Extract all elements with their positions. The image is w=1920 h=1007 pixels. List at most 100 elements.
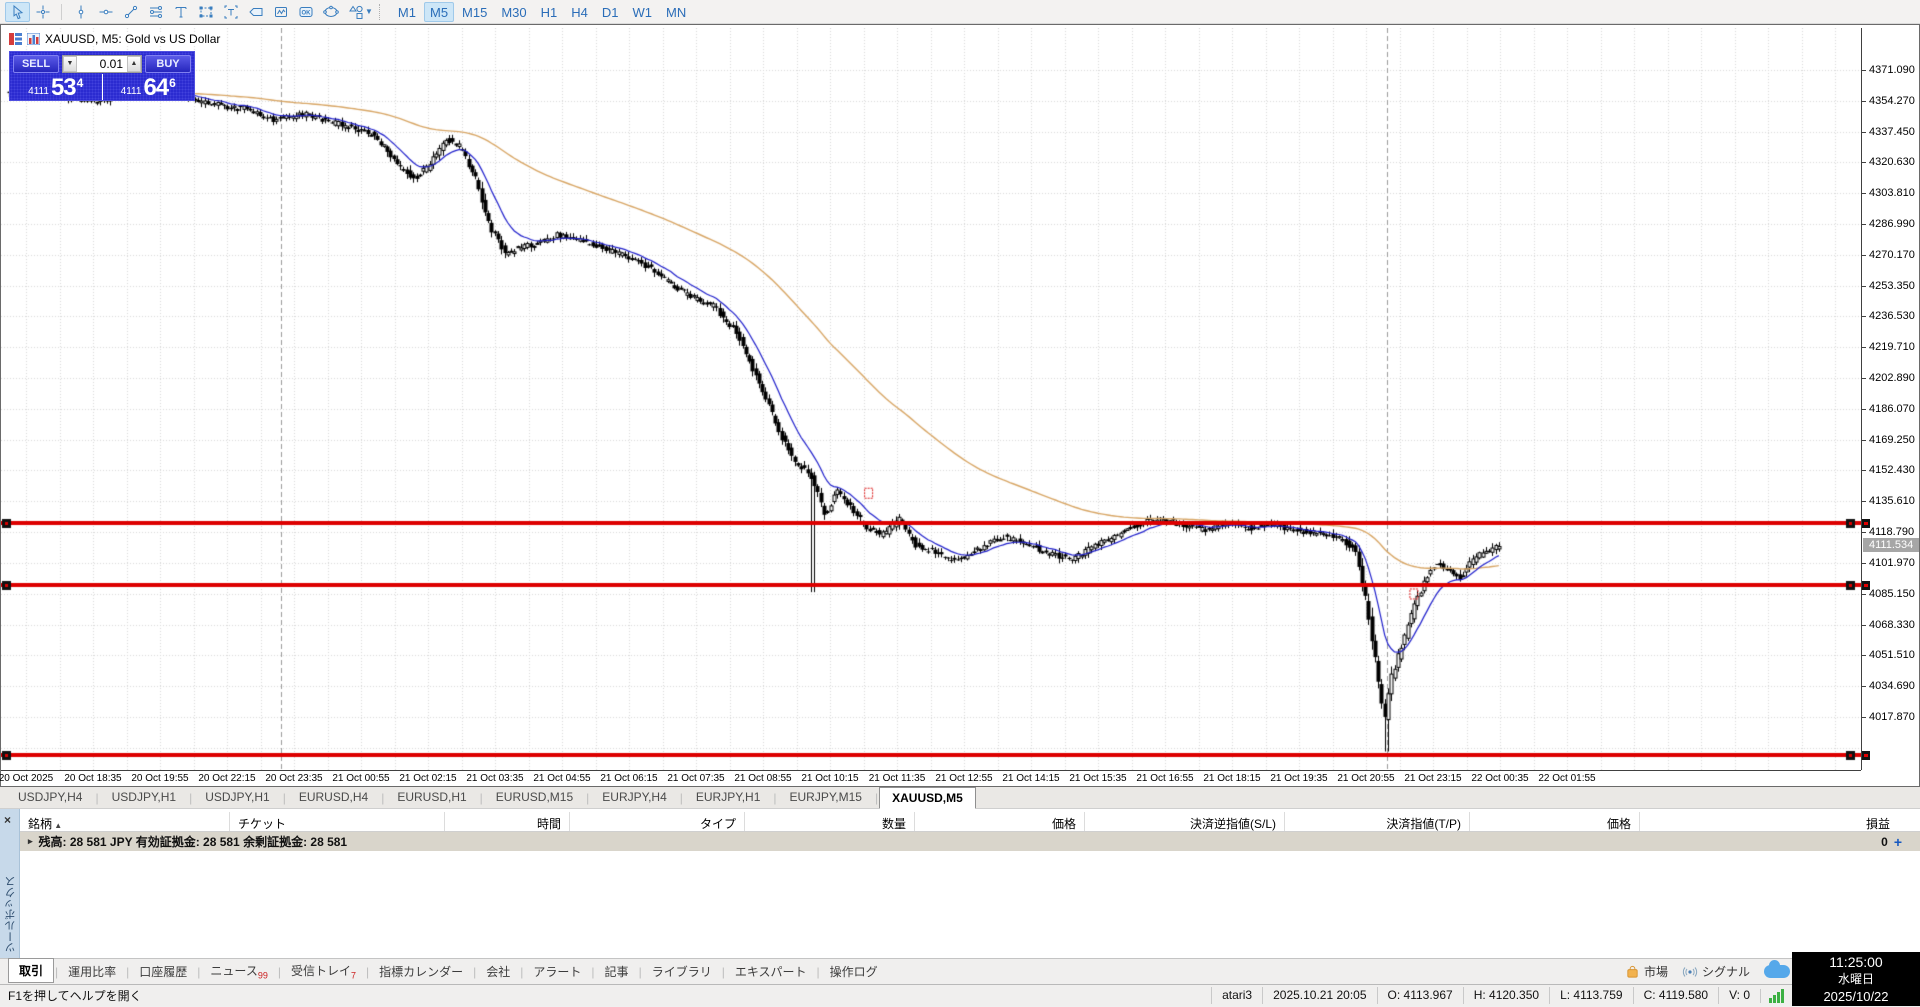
cloud-icon[interactable] (1764, 960, 1790, 978)
chart-tab-2[interactable]: USDJPY,H1 (205, 789, 270, 804)
time-axis-label: 21 Oct 19:35 (1270, 773, 1328, 784)
hline-axis-marker[interactable] (1862, 519, 1870, 529)
text-tool-icon[interactable] (168, 2, 193, 22)
footer-tab-7[interactable]: アラート (533, 965, 582, 979)
timeframe-mn[interactable]: MN (666, 4, 687, 20)
bar-volume: V: 0 (1718, 987, 1760, 1004)
price-axis[interactable]: 4371.090 4354.270 4337.450 4320.630 4303.810… (1861, 28, 1919, 770)
price-tick (1862, 562, 1866, 564)
cursor-tool-icon[interactable] (5, 1, 30, 22)
column-header-3[interactable]: タイプ (570, 812, 745, 831)
footer-tab-9[interactable]: ライブラリ (651, 965, 712, 979)
tab-separator: | (197, 964, 201, 979)
chart-tab-1[interactable]: USDJPY,H1 (111, 789, 177, 804)
chart-tab-9[interactable]: XAUUSD,M5 (879, 786, 976, 809)
timeframe-h1[interactable]: H1 (540, 4, 558, 20)
chart-tab-3[interactable]: EURUSD,H4 (298, 789, 369, 804)
footer-tab-0[interactable]: 取引 (8, 957, 55, 983)
crosshair-tool-icon[interactable] (30, 2, 55, 22)
market-item[interactable]: 市場 (1625, 963, 1668, 980)
footer-tab-4[interactable]: 受信トレイ7 (290, 964, 356, 981)
volume-input[interactable]: 0.01 (99, 56, 123, 71)
footer-tab-10[interactable]: エキスパート (734, 965, 807, 979)
text-label-tool-icon[interactable] (218, 2, 243, 22)
tab-separator: | (189, 790, 193, 805)
balance-row[interactable]: ▸ 残高: 28 581 JPY 有効証拠金: 28 581 余剰証拠金: 28… (20, 832, 1920, 851)
chart-tab-5[interactable]: EURUSD,M15 (495, 789, 574, 804)
footer-tab-1[interactable]: 運用比率 (68, 965, 117, 979)
price-tick (1862, 347, 1866, 349)
chart-tab-4[interactable]: EURUSD,H1 (397, 789, 467, 804)
time-axis[interactable]: 20 Oct 2025 20 Oct 18:35 20 Oct 19:55 20 Oc… (0, 770, 1861, 786)
market-bag-icon (1627, 965, 1638, 978)
column-header-6[interactable]: 決済逆指値(S/L) (1085, 812, 1285, 831)
time-axis-label: 22 Oct 01:55 (1538, 773, 1596, 784)
toolbox-vertical-label[interactable]: ツールボックス (5, 876, 17, 953)
expert-ok-tool-icon[interactable]: OK (293, 2, 318, 22)
trendline-tool-icon[interactable] (118, 2, 143, 22)
column-header-2[interactable]: 時間 (445, 812, 570, 831)
footer-tab-8[interactable]: 記事 (604, 965, 629, 979)
chart-tab-0[interactable]: USDJPY,H4 (18, 789, 83, 804)
chart-tab-8[interactable]: EURJPY,M15 (789, 789, 862, 804)
timeframe-m5[interactable]: M5 (423, 1, 455, 22)
price-axis-label: 4118.790 (1869, 526, 1915, 539)
vertical-line-tool-icon[interactable] (68, 2, 93, 22)
price-tick (1862, 408, 1866, 410)
sell-button[interactable]: SELL (13, 54, 59, 73)
timeframe-m30[interactable]: M30 (501, 4, 527, 20)
toolbox-close-button[interactable]: × (4, 813, 12, 827)
time-axis-label: 21 Oct 00:55 (332, 773, 390, 784)
column-header-4[interactable]: 数量 (745, 812, 915, 831)
rectangle-tool-icon[interactable] (193, 2, 218, 22)
chart-type-icon (27, 33, 40, 45)
signal-item[interactable]: シグナル (1682, 963, 1750, 980)
price-axis-label: 4337.450 (1869, 125, 1915, 138)
price-tick (1862, 686, 1866, 688)
shapes-dropdown-icon[interactable]: ▼ (365, 7, 373, 16)
chart-canvas[interactable] (1, 28, 1862, 770)
bar-open: O: 4113.967 (1376, 987, 1463, 1004)
buy-button[interactable]: BUY (145, 54, 191, 73)
expand-icon[interactable]: ▸ (28, 836, 33, 846)
new-order-button[interactable]: + (1893, 833, 1902, 850)
tab-separator: | (95, 790, 99, 805)
price-axis-label: 4286.990 (1869, 218, 1915, 230)
indicator-window-tool-icon[interactable] (268, 2, 293, 22)
footer-tab-2[interactable]: 口座履歴 (139, 965, 188, 979)
column-header-0[interactable]: 銘柄 ▲ (20, 812, 230, 831)
timeframe-w1[interactable]: W1 (632, 4, 653, 20)
column-header-9[interactable]: 損益 (1865, 817, 1890, 831)
timeframe-h4[interactable]: H4 (571, 4, 588, 20)
column-header-5[interactable]: 価格 (915, 812, 1085, 831)
price-tick (1862, 439, 1866, 441)
time-axis-label: 20 Oct 18:35 (64, 773, 122, 784)
ask-price[interactable]: 4111 64 6 (103, 74, 195, 100)
footer-tab-6[interactable]: 会社 (486, 965, 511, 979)
volume-up-button[interactable]: ▲ (127, 55, 141, 72)
shapes-tool-icon[interactable] (343, 2, 368, 22)
chart-tab-7[interactable]: EURJPY,H1 (695, 789, 761, 804)
timeframe-m15[interactable]: M15 (462, 4, 488, 20)
hline-axis-marker[interactable] (1862, 751, 1870, 761)
bar-low: L: 4113.759 (1549, 987, 1633, 1004)
price-label-tool-icon[interactable] (243, 2, 268, 22)
footer-tab-3[interactable]: ニュース99 (210, 964, 268, 981)
chart-tab-6[interactable]: EURJPY,H4 (602, 789, 667, 804)
timeframe-m1[interactable]: M1 (397, 4, 416, 20)
hline-axis-marker[interactable] (1862, 580, 1870, 590)
equidistant-channel-tool-icon[interactable] (143, 2, 168, 22)
footer-tabs: 取引 | 運用比率 | 口座履歴 | ニュース99 | 受信トレイ7 | 指標カレンダー | 会社 | アラ… (0, 957, 1920, 984)
footer-tab-5[interactable]: 指標カレンダー (379, 965, 464, 979)
market-label: 市場 (1643, 965, 1668, 979)
timeframe-d1[interactable]: D1 (601, 4, 619, 20)
bid-price[interactable]: 4111 53 4 (10, 74, 103, 100)
volume-down-button[interactable]: ▼ (63, 55, 77, 72)
footer-tab-11[interactable]: 操作ログ (829, 965, 878, 979)
horizontal-line-tool-icon[interactable] (93, 2, 118, 22)
ellipse-tool-icon[interactable] (318, 2, 343, 22)
column-header-7[interactable]: 決済指値(T/P) (1285, 812, 1470, 831)
column-header-1[interactable]: チケット (230, 812, 445, 831)
column-header-8[interactable]: 価格 (1470, 812, 1640, 831)
toolbar-separator (378, 3, 380, 20)
